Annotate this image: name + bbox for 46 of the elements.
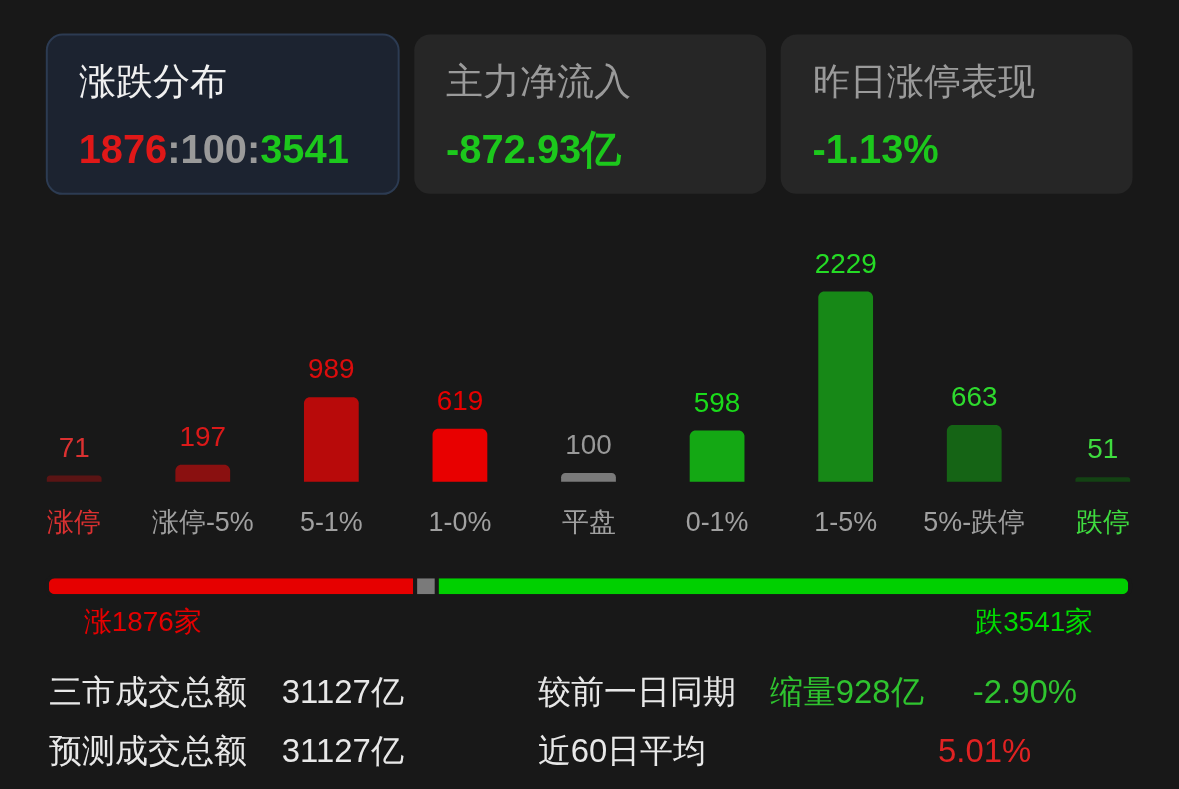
text: -872.93亿	[446, 126, 623, 171]
text: 涨1876家	[83, 606, 202, 637]
x-tick-label: 1-0%	[428, 506, 492, 537]
data-label: 598	[693, 386, 741, 418]
text: 31127亿	[281, 732, 404, 770]
data-label: 197	[179, 420, 227, 452]
bar	[175, 464, 231, 482]
x-tick-label: 0-1%	[685, 506, 749, 537]
text: 预测成交总额	[48, 732, 247, 770]
text: -2.90%	[972, 672, 1077, 710]
data-label: 51	[1087, 433, 1119, 465]
x-tick-label: 涨停	[47, 506, 102, 537]
text: 较前一日同期	[537, 672, 736, 710]
data-label: 989	[308, 353, 355, 385]
text: -1.13%	[812, 126, 939, 171]
bar	[46, 475, 102, 482]
text: 主力净流入	[446, 61, 632, 103]
x-tick-label: 5-1%	[299, 506, 363, 537]
bar	[303, 397, 359, 482]
text: 涨跌分布	[78, 61, 227, 103]
text: 31127亿	[281, 672, 404, 710]
data-label: 2229	[814, 247, 877, 279]
text: 3541	[260, 126, 349, 171]
x-tick-label: 1-5%	[814, 506, 878, 537]
text: 昨日涨停表现	[812, 61, 1035, 103]
bar	[561, 473, 616, 482]
data-label: 663	[950, 381, 998, 413]
bar	[689, 430, 745, 482]
data-label: 619	[436, 384, 484, 416]
x-tick-label: 5%-跌停	[923, 506, 1026, 537]
text: 三市成交总额	[48, 672, 247, 710]
data-label: 100	[565, 429, 612, 461]
x-tick-label: 涨停-5%	[151, 506, 254, 537]
data-label: 71	[58, 431, 90, 463]
text: 近60日平均	[537, 732, 707, 770]
x-tick-label: 平盘	[561, 506, 616, 537]
bar	[946, 425, 1002, 482]
bar	[818, 291, 874, 482]
text: :100:	[167, 126, 261, 171]
bar	[432, 428, 488, 482]
bar	[1075, 477, 1131, 482]
x-tick-label: 跌停	[1075, 506, 1130, 537]
text: 跌3541家	[975, 606, 1094, 637]
text: 1876	[78, 126, 168, 171]
text: 缩量928亿	[769, 672, 924, 710]
text: 5.01%	[938, 732, 1032, 770]
